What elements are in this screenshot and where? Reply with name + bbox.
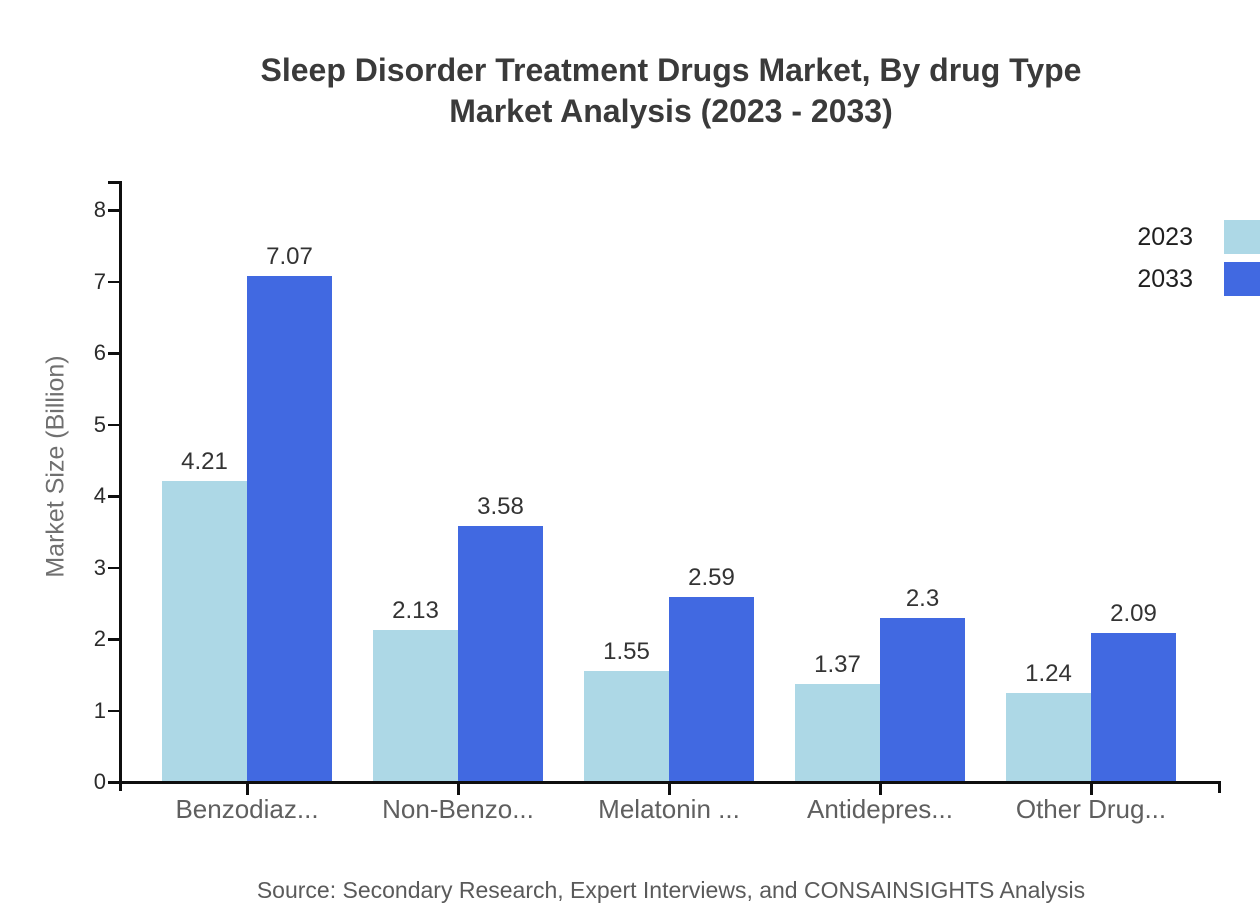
y-tick-label: 8 [93,197,106,222]
bar-value-label: 1.37 [814,651,861,679]
y-tick-label: 6 [93,340,106,365]
legend-swatch-2033 [1224,262,1260,296]
y-tick [108,638,121,641]
y-axis-end-cap [108,181,121,184]
y-tick-label: 3 [93,554,106,580]
chart-title-line1: Sleep Disorder Treatment Drugs Market, B… [260,52,1082,88]
bar-2033 [1091,632,1176,781]
y-axis-line [119,181,122,791]
source-attribution: Source: Secondary Research, Expert Inter… [256,877,1086,903]
x-category-label: Other Drug... [1015,794,1167,824]
bar-2023 [373,629,458,781]
bar-value-label: 7.07 [266,243,313,271]
x-tick [457,783,460,795]
bar-value-label: 2.3 [905,584,940,612]
x-tick [879,783,882,795]
y-tick [108,280,121,283]
bar-2033 [247,276,332,781]
x-category-label: Antidepres... [807,794,953,824]
legend-label-2033: 2033 [1137,265,1193,293]
x-tick [668,783,671,795]
y-tick [108,781,121,784]
y-tick-label: 4 [93,483,106,508]
chart-title-line2: Market Analysis (2023 - 2033) [449,93,893,129]
y-tick-label: 7 [93,268,106,294]
y-tick [108,495,121,498]
x-category-label: Melatonin ... [598,794,740,824]
y-tick-label: 2 [93,626,106,651]
bar-2033 [880,617,965,781]
x-category-label: Non-Benzo... [382,794,534,824]
x-axis-line [110,781,1221,784]
bar-2023 [584,671,669,781]
x-tick [1090,783,1093,795]
bar-value-label: 3.58 [477,493,524,521]
x-tick [246,783,249,795]
bar-2023 [795,684,880,781]
y-tick [108,423,121,426]
y-tick [108,566,121,569]
chart-title: Sleep Disorder Treatment Drugs Market, B… [81,50,1260,132]
x-category-label: Benzodiaz... [175,794,319,824]
bar-value-label: 2.59 [688,563,735,591]
y-tick-label: 1 [93,697,106,723]
legend-swatch-2023 [1224,220,1260,254]
legend-label-2023: 2023 [1137,223,1193,251]
bar-2023 [1006,693,1091,781]
bar-value-label: 1.24 [1025,660,1072,688]
bar-2033 [669,596,754,781]
bar-2023 [162,480,247,781]
bar-value-label: 2.13 [392,596,439,624]
bar-2033 [458,526,543,781]
bar-value-label: 2.09 [1110,599,1157,627]
x-axis-end-cap [1218,781,1221,793]
y-tick-label: 0 [93,769,106,794]
bar-value-label: 1.55 [603,638,650,666]
y-tick [108,352,121,355]
y-tick [108,709,121,712]
bar-value-label: 4.21 [181,447,228,475]
y-tick [108,209,121,212]
y-tick-label: 5 [93,411,106,437]
